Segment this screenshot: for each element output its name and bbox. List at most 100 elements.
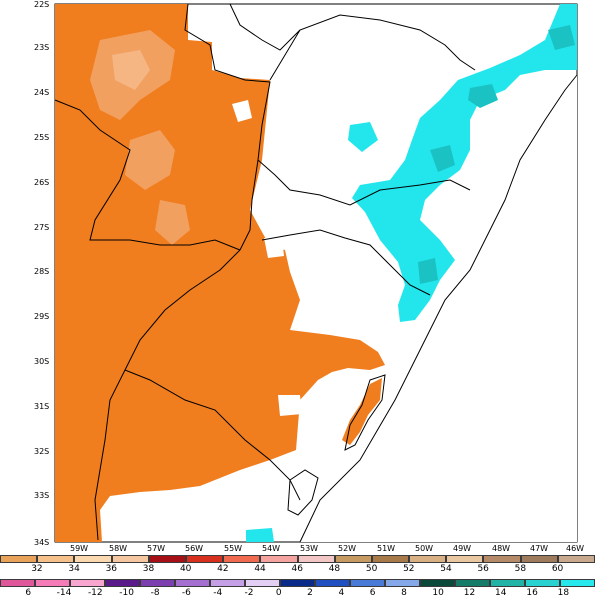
lon-label-49w: 49W — [453, 544, 471, 552]
border-sp-pr — [269, 14, 476, 81]
lon-label-57w: 57W — [147, 544, 165, 552]
cool-dark-blotch-4 — [548, 25, 575, 50]
border-uruguay-brazil — [124, 369, 301, 501]
lat-axis: 22S 23S 24S 25S 26S 27S 28S 29S 30S 31S … — [34, 0, 49, 547]
legend-top-swatch — [334, 555, 372, 563]
legend-top-label: 42 — [217, 564, 229, 574]
legend-bottom-swatch — [210, 579, 245, 587]
lat-label-26s: 26S — [34, 178, 49, 187]
cool-dark-blotch-2 — [430, 145, 455, 172]
legend-bottom-swatch — [385, 579, 420, 587]
lon-label-50w: 50W — [415, 544, 433, 552]
legend-bottom-label: -4 — [213, 588, 223, 598]
lat-label-22s: 22S — [34, 0, 49, 9]
legend-bottom-swatch — [560, 579, 595, 587]
legend-top-label: 60 — [551, 564, 564, 574]
legend-bottom-swatch — [35, 579, 70, 587]
legend-bottom-swatch — [245, 579, 280, 587]
lon-label-53w: 53W — [300, 544, 318, 552]
lat-label-32s: 32S — [34, 447, 49, 456]
legend-bottom-swatch — [140, 579, 175, 587]
legend-top-label: 50 — [365, 564, 378, 574]
legend-bottom-swatch — [350, 579, 385, 587]
legend-top-label: 40 — [179, 564, 192, 574]
legend-bottom-label: -8 — [150, 588, 160, 598]
legend-top-swatch — [483, 555, 521, 563]
legend-top-swatch — [557, 555, 595, 563]
legend-top-label: 44 — [254, 564, 266, 574]
white-hole-3 — [278, 395, 302, 416]
legend-bottom-label: 4 — [338, 588, 345, 598]
lat-label-34s: 34S — [34, 538, 49, 547]
lat-label-33s: 33S — [34, 491, 49, 500]
legend-top-label: 56 — [477, 564, 489, 574]
border-paraguay-brazil — [184, 3, 271, 251]
legend-bottom-label: 2 — [307, 588, 313, 598]
cool-dark-blotch-3 — [418, 258, 438, 284]
legend-bottom-label: -10 — [119, 588, 134, 598]
lon-label-52w: 52W — [338, 544, 356, 552]
lat-label-30s: 30S — [34, 357, 49, 366]
cool-anomaly-patch-south — [246, 528, 274, 542]
legend-bottom-label: -2 — [244, 588, 254, 598]
legend-bottom-label: 16 — [526, 588, 538, 598]
legend-bottom-swatch — [105, 579, 140, 587]
legend-bottom-label: 6 — [25, 588, 32, 598]
legend-top-swatch — [0, 555, 38, 563]
legend-top-label: 54 — [440, 564, 452, 574]
lat-label-27s: 27S — [34, 223, 49, 232]
cool-dark-blotch-1 — [468, 84, 498, 108]
lat-label-31s: 31S — [34, 402, 49, 411]
lagoa-dos-patos — [344, 374, 386, 451]
legend-top-swatch — [37, 555, 75, 563]
legend-top-swatch — [223, 555, 261, 563]
ocean-area — [300, 75, 577, 542]
legend-top-swatch — [148, 555, 186, 563]
warm-lightest-blotch-1 — [112, 50, 150, 90]
border-sp-ms — [229, 3, 301, 51]
legend-top-label: 34 — [68, 564, 80, 574]
legend-top-swatch — [520, 555, 558, 563]
legend-top: 32 34 36 38 40 42 44 46 48 50 52 54 56 58 60 — [0, 552, 595, 576]
legend-bottom-swatch — [420, 579, 455, 587]
legend-top-swatch — [260, 555, 298, 563]
legend-bottom-label: -12 — [87, 588, 103, 598]
map-panel: 22S 23S 24S 25S 26S 27S 28S 29S 30S 31S … — [34, 0, 584, 552]
legend-top-label: 58 — [514, 564, 527, 574]
legend-top-swatch — [371, 555, 410, 563]
lon-label-47w: 47W — [530, 544, 548, 552]
lon-axis: 59W 58W 57W 56W 55W 54W 53W 52W 51W 50W … — [70, 544, 584, 552]
legend-top-swatch — [111, 555, 149, 563]
lat-label-29s: 29S — [34, 312, 49, 321]
white-hole-2 — [264, 238, 284, 258]
lon-label-59w: 59W — [70, 544, 88, 552]
warm-light-blotch-3 — [155, 200, 190, 245]
border-argentina-paraguay — [54, 99, 241, 251]
legend-bottom-label: 18 — [557, 588, 570, 598]
legend-top-label: 46 — [291, 564, 303, 574]
legend-bottom-swatch — [455, 579, 490, 587]
legend-bottom-swatch — [70, 579, 105, 587]
lat-label-23s: 23S — [34, 43, 49, 52]
legend-top-label: 32 — [31, 564, 43, 574]
legend-bottom-swatch — [490, 579, 525, 587]
lon-label-56w: 56W — [185, 544, 203, 552]
lat-label-28s: 28S — [34, 267, 49, 276]
legend-bottom-label: 14 — [495, 588, 507, 598]
legend-bottom-swatch — [280, 579, 315, 587]
legend-top-swatch — [446, 555, 484, 563]
legend-bottom-swatch — [175, 579, 210, 587]
legend-bottom-swatch — [525, 579, 560, 587]
legend-top-label: 38 — [142, 564, 155, 574]
legend-top-label: 52 — [403, 564, 415, 574]
cool-anomaly-patch-1 — [348, 122, 378, 152]
legend-bottom-swatch — [0, 579, 35, 587]
lat-label-24s: 24S — [34, 88, 49, 97]
legend-top-label: 48 — [328, 564, 341, 574]
lon-label-55w: 55W — [224, 544, 242, 552]
cool-anomaly-region — [352, 4, 577, 322]
legend-bottom-label: 6 — [369, 588, 376, 598]
legend-bottom-swatch — [315, 579, 350, 587]
legend-bottom-label: 8 — [401, 588, 407, 598]
lat-label-25s: 25S — [34, 133, 49, 142]
